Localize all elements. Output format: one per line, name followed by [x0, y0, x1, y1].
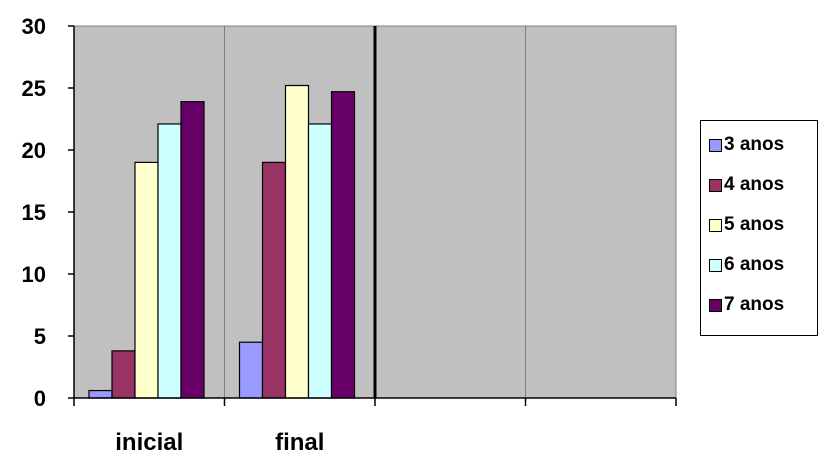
x-category-label: final — [275, 429, 324, 456]
legend-item: 7 anos — [709, 294, 784, 316]
legend: 3 anos 4 anos 5 anos 6 anos 7 anos — [700, 120, 818, 336]
y-tick-labels: 0 5 10 15 20 25 30 — [22, 14, 46, 411]
x-category-label: inicial — [115, 429, 183, 456]
legend-swatch — [709, 218, 722, 232]
y-tick-label: 25 — [22, 76, 46, 101]
legend-item: 5 anos — [709, 214, 784, 236]
y-tick-label: 0 — [34, 386, 46, 411]
bar-6-anos-inicial — [157, 123, 182, 399]
legend-swatch — [709, 298, 722, 312]
y-tick-label: 5 — [34, 324, 46, 349]
bar-4-anos-inicial — [111, 350, 136, 399]
legend-label: 7 anos — [724, 294, 785, 315]
legend-label: 4 anos — [724, 174, 785, 195]
legend-item: 4 anos — [709, 174, 784, 196]
legend-swatch — [709, 138, 722, 152]
y-tick-label: 30 — [22, 14, 46, 39]
bar-6-anos-final — [307, 123, 333, 399]
y-tick-label: 15 — [22, 200, 46, 225]
bar-3-anos-final — [238, 341, 264, 399]
x-category-labels: inicial final — [115, 429, 324, 456]
y-tick-label: 20 — [22, 138, 46, 163]
bar-3-anos-inicial — [88, 389, 113, 399]
legend-label: 6 anos — [724, 254, 785, 275]
legend-label: 3 anos — [724, 134, 785, 155]
category-dividers — [224, 26, 526, 398]
bar-7-anos-final — [330, 91, 356, 399]
bar-7-anos-inicial — [180, 101, 205, 399]
legend-label: 5 anos — [724, 214, 785, 235]
bars-group — [88, 84, 356, 399]
bar-5-anos-final — [284, 84, 310, 399]
bar-5-anos-inicial — [134, 161, 159, 399]
legend-item: 3 anos — [709, 134, 784, 156]
legend-item: 6 anos — [709, 254, 784, 276]
bar-4-anos-final — [261, 161, 287, 399]
y-tick-label: 10 — [22, 262, 46, 287]
legend-swatch — [709, 178, 722, 192]
axes-group — [68, 25, 677, 406]
legend-swatch — [709, 258, 722, 272]
